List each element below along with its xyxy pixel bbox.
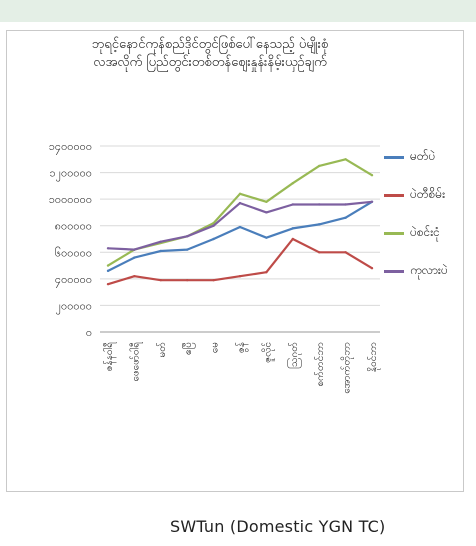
data-point [106, 247, 110, 250]
data-point [159, 278, 162, 282]
data-point [265, 211, 268, 214]
y-tick-label: ၁၂၀၀၀၀၀ [49, 167, 92, 182]
data-point [186, 235, 189, 238]
legend-item: ကုလားပဲ [384, 262, 448, 280]
legend-label: မတ်ပဲ [410, 149, 436, 163]
data-point [318, 203, 321, 206]
x-tick-label: စက်တင်ဘာ [313, 342, 326, 386]
series-line [107, 158, 373, 267]
data-point [212, 224, 215, 227]
data-point [344, 251, 347, 254]
data-point [291, 203, 294, 206]
x-tick-label: မေ [210, 342, 221, 353]
data-point [133, 275, 136, 278]
data-point [212, 237, 215, 241]
data-point [265, 236, 268, 239]
x-tick-label: ဧပြီ [180, 342, 196, 355]
data-point [106, 269, 110, 273]
data-point [318, 251, 321, 254]
y-tick-label: ၄၀၀၀၀၀ [55, 273, 92, 288]
data-point [344, 158, 347, 161]
data-point [318, 164, 321, 168]
legend-item: ပဲစင်းငုံ [384, 224, 440, 242]
y-tick-label: ၂၀၀၀၀၀ [56, 299, 92, 314]
data-point [186, 278, 189, 282]
data-point [265, 200, 268, 203]
data-point [106, 264, 110, 267]
data-point [370, 174, 374, 177]
data-point [186, 248, 189, 251]
series-line [107, 200, 373, 272]
data-point [344, 203, 347, 206]
x-tick-label: ဇူလိုင် [260, 342, 275, 363]
legend-swatch [384, 193, 404, 197]
data-point [106, 282, 110, 286]
data-point [370, 200, 374, 203]
x-tick-label: ဖေဖော်ဝါရီ [128, 342, 143, 382]
x-tick-label: ဩဂုတ် [286, 342, 302, 369]
chart-frame [6, 30, 464, 492]
legend-label: ကုလားပဲ [410, 263, 448, 277]
legend-item: မတ်ပဲ [384, 148, 435, 166]
legend-item: ပဲတီစိမ်း [384, 186, 445, 204]
x-tick-label: အောက်တိုဘာ [340, 342, 355, 394]
data-point [265, 271, 268, 274]
legend-swatch [384, 269, 404, 273]
y-tick-label: ၈၀၀၀၀၀ [55, 220, 92, 233]
data-point [212, 221, 215, 225]
data-point [370, 267, 374, 270]
data-point [238, 225, 242, 229]
data-point [133, 248, 136, 251]
data-point [291, 237, 294, 241]
data-point [238, 201, 242, 205]
y-tick-label: ၁၄၀၀၀၀၀ [49, 140, 92, 155]
y-tick-label: ၁၀၀၀၀၀၀ [49, 193, 92, 206]
legend-swatch [384, 231, 404, 235]
x-tick-label: နိုဝင်ဘာ [366, 342, 381, 372]
y-tick-label: ၀ [86, 326, 92, 339]
chart-title-line-2: လအလိုက် ပြည်တွင်းတစ်တန်ဈေးနှုန်းနိမ့်းယှ… [93, 55, 327, 70]
legend-label: ပဲတီစိမ်း [410, 187, 446, 201]
data-point [291, 227, 294, 230]
top-banner [0, 0, 476, 22]
data-point [291, 182, 294, 185]
chart-title-line-1: ဘုရင့်နောင်ကုန်စည်ဒိုင်တွင်ဖြစ်ပေါ်နေသည့… [91, 37, 329, 52]
x-tick-label: မတ် [155, 342, 168, 357]
image-caption: SWTun (Domestic YGN TC) [170, 517, 386, 536]
data-point [159, 240, 162, 243]
data-point [318, 223, 321, 226]
data-point [133, 256, 136, 259]
legend-label: ပဲစင်းငုံ [410, 225, 440, 239]
data-point [159, 249, 162, 253]
data-point [238, 192, 242, 196]
x-tick-label: ဇန်နဝါရီ [102, 342, 117, 372]
legend-swatch [384, 155, 404, 159]
data-point [238, 275, 242, 278]
y-tick-label: ၆၀၀၀၀၀ [55, 246, 92, 259]
x-tick-label: ဇွန် [234, 342, 249, 353]
data-point [344, 216, 347, 219]
chart-title: ဘုရင့်နောင်ကုန်စည်ဒိုင်တွင်ဖြစ်ပေါ်နေသည့… [40, 36, 380, 72]
data-point [212, 278, 215, 282]
